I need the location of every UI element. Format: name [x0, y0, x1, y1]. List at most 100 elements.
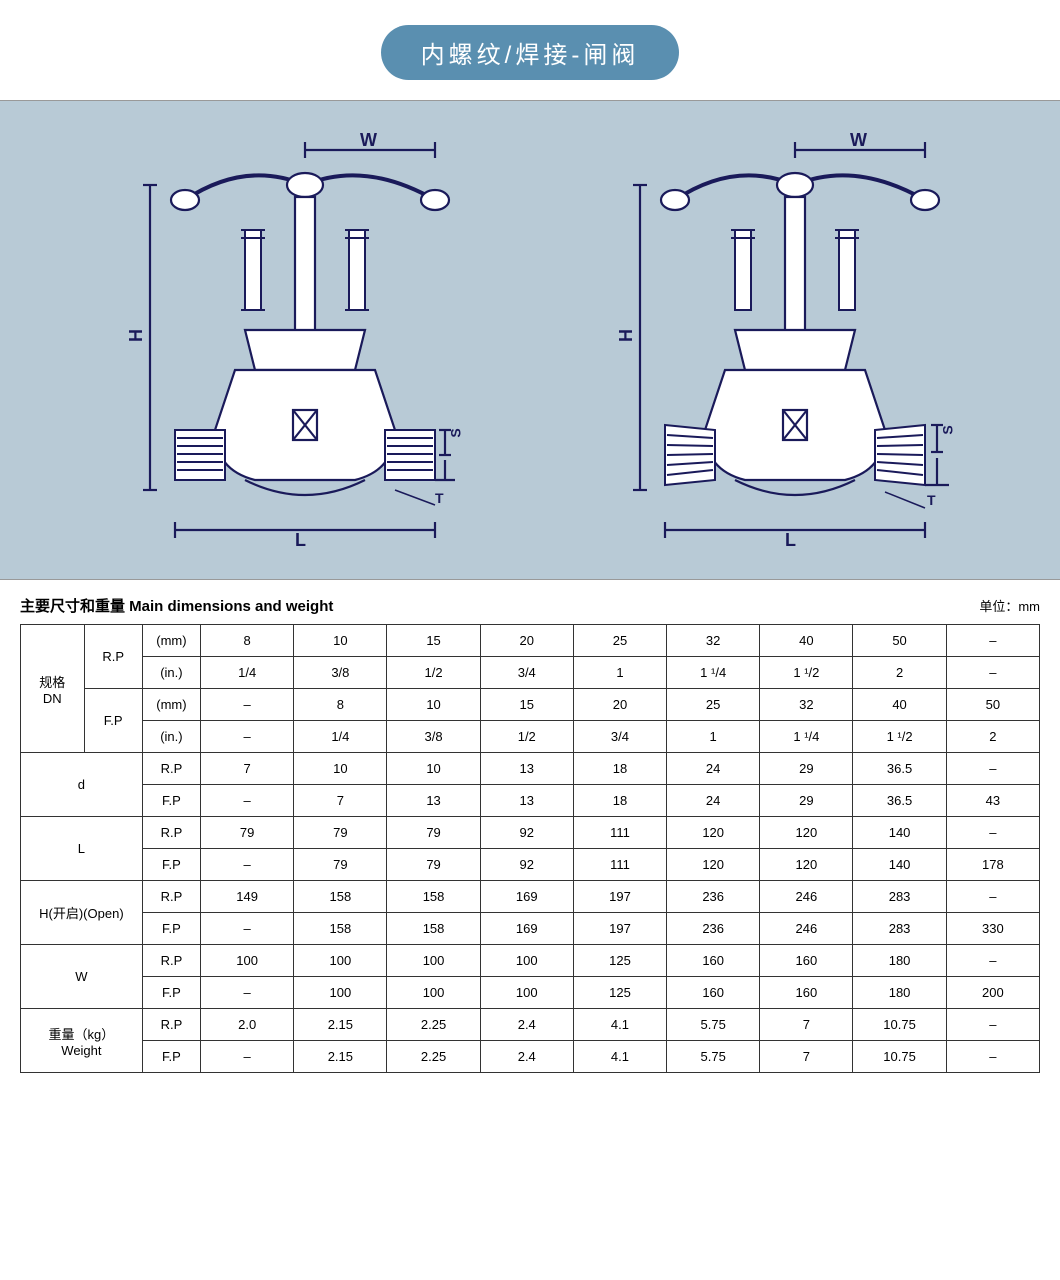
- cell: 180: [853, 945, 946, 977]
- cell: 149: [201, 881, 294, 913]
- cell: 32: [760, 689, 853, 721]
- cell: 120: [667, 849, 760, 881]
- cell: –: [946, 657, 1039, 689]
- cell: 13: [387, 785, 480, 817]
- cell: 15: [387, 625, 480, 657]
- cell: 3/8: [294, 657, 387, 689]
- cell: 43: [946, 785, 1039, 817]
- sub-fp: F.P: [142, 977, 200, 1009]
- cell: 283: [853, 913, 946, 945]
- cell: 10: [294, 753, 387, 785]
- cell: –: [201, 913, 294, 945]
- cell: 246: [760, 913, 853, 945]
- cell: 100: [480, 977, 573, 1009]
- cell: 10: [387, 753, 480, 785]
- sub-rp: R.P: [142, 945, 200, 977]
- cell: 8: [201, 625, 294, 657]
- cell: 7: [201, 753, 294, 785]
- cell: 10: [387, 689, 480, 721]
- cell: 32: [667, 625, 760, 657]
- cell: –: [946, 625, 1039, 657]
- cell: 197: [573, 913, 666, 945]
- cell: –: [201, 785, 294, 817]
- head-d: d: [21, 753, 143, 817]
- cell: 50: [946, 689, 1039, 721]
- cell: 10.75: [853, 1041, 946, 1073]
- cell: 50: [853, 625, 946, 657]
- cell: 7: [760, 1041, 853, 1073]
- sub-fp: F.P: [142, 785, 200, 817]
- cell: –: [946, 753, 1039, 785]
- cell: 330: [946, 913, 1039, 945]
- head-fp: F.P: [84, 689, 142, 753]
- sub-rp: R.P: [142, 1009, 200, 1041]
- cell: 180: [853, 977, 946, 1009]
- cell: 140: [853, 817, 946, 849]
- cell: 13: [480, 785, 573, 817]
- cell: 4.1: [573, 1041, 666, 1073]
- dim-h: H: [126, 329, 147, 342]
- cell: 1 ¹/4: [760, 721, 853, 753]
- cell: 1 ¹/2: [853, 721, 946, 753]
- cell: 7: [294, 785, 387, 817]
- cell: 2.15: [294, 1041, 387, 1073]
- cell: 79: [201, 817, 294, 849]
- cell: 160: [667, 945, 760, 977]
- cell: 283: [853, 881, 946, 913]
- cell: 3/4: [480, 657, 573, 689]
- head-h: H(开启)(Open): [21, 881, 143, 945]
- head-weight: 重量（kg） Weight: [21, 1009, 143, 1073]
- cell: 36.5: [853, 785, 946, 817]
- dim-s: S: [448, 428, 464, 437]
- cell: 158: [294, 913, 387, 945]
- cell: 120: [760, 817, 853, 849]
- cell: 24: [667, 753, 760, 785]
- cell: 4.1: [573, 1009, 666, 1041]
- cell: 1/4: [201, 657, 294, 689]
- cell: 158: [294, 881, 387, 913]
- cell: 158: [387, 913, 480, 945]
- cell: –: [201, 977, 294, 1009]
- cell: –: [946, 1041, 1039, 1073]
- head-l: L: [21, 817, 143, 881]
- cell: 40: [853, 689, 946, 721]
- diagram-panel: W H L S T: [0, 100, 1060, 580]
- cell: 1 ¹/2: [760, 657, 853, 689]
- cell: 15: [480, 689, 573, 721]
- cell: 169: [480, 881, 573, 913]
- dim-w: W: [850, 130, 867, 151]
- cell: 36.5: [853, 753, 946, 785]
- cell: –: [946, 1009, 1039, 1041]
- cell: 2: [946, 721, 1039, 753]
- cell: 18: [573, 753, 666, 785]
- cell: 29: [760, 785, 853, 817]
- dim-s: S: [940, 425, 956, 434]
- cell: 160: [667, 977, 760, 1009]
- cell: 200: [946, 977, 1039, 1009]
- cell: 169: [480, 913, 573, 945]
- cell: 25: [573, 625, 666, 657]
- cell: –: [946, 817, 1039, 849]
- cell: 13: [480, 753, 573, 785]
- cell: 140: [853, 849, 946, 881]
- cell: 100: [387, 945, 480, 977]
- cell: –: [946, 945, 1039, 977]
- cell: 100: [294, 945, 387, 977]
- cell: 2.25: [387, 1009, 480, 1041]
- cell: 1 ¹/4: [667, 657, 760, 689]
- cell: 20: [480, 625, 573, 657]
- cell: 24: [667, 785, 760, 817]
- head-in: (in.): [142, 657, 200, 689]
- cell: 178: [946, 849, 1039, 881]
- cell: 2.15: [294, 1009, 387, 1041]
- cell: 2.4: [480, 1009, 573, 1041]
- sub-fp: F.P: [142, 913, 200, 945]
- cell: 5.75: [667, 1009, 760, 1041]
- cell: 1: [573, 657, 666, 689]
- table-title: 主要尺寸和重量 Main dimensions and weight: [20, 595, 333, 616]
- cell: 3/8: [387, 721, 480, 753]
- cell: 92: [480, 849, 573, 881]
- head-mm: (mm): [142, 689, 200, 721]
- cell: 8: [294, 689, 387, 721]
- cell: 92: [480, 817, 573, 849]
